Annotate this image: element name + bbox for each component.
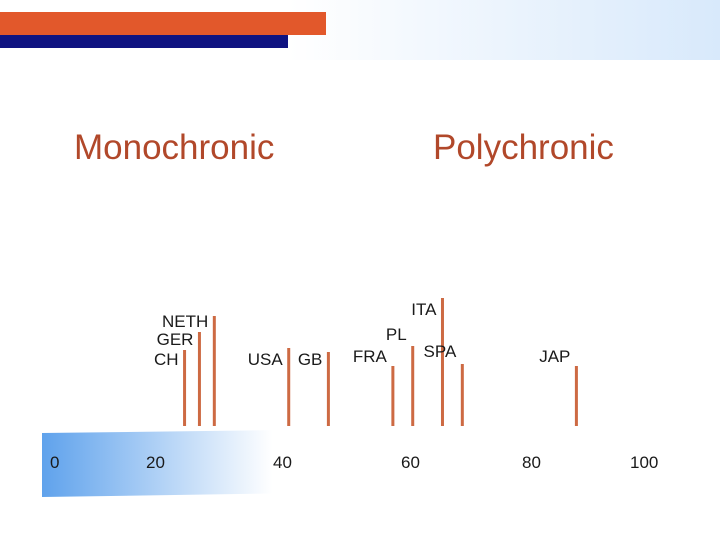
scale-tick-label: 60 [401,453,420,472]
country-label: CH [153,350,179,369]
scale-bar [42,425,700,497]
header-accent-bar [0,12,326,35]
country-label: NETH [162,312,209,331]
country-label: PL [385,325,407,344]
country-label: JAP [539,347,571,366]
scale-tick-label: 20 [146,453,165,472]
country-label: ITA [411,300,437,319]
scale-tick-label: 80 [522,453,541,472]
country-label: FRA [352,347,387,366]
scale-tick-label: 0 [50,453,60,472]
header-accent-bar-secondary [0,35,288,48]
country-label: USA [247,350,283,369]
country-label: GER [156,330,194,349]
scale-tick-label: 100 [630,453,659,472]
country-label: SPA [423,342,457,361]
country-label: GB [297,350,323,369]
scale-tick-label: 40 [273,453,292,472]
heading-monochronic: Monochronic [74,128,275,167]
heading-polychronic: Polychronic [433,128,614,167]
